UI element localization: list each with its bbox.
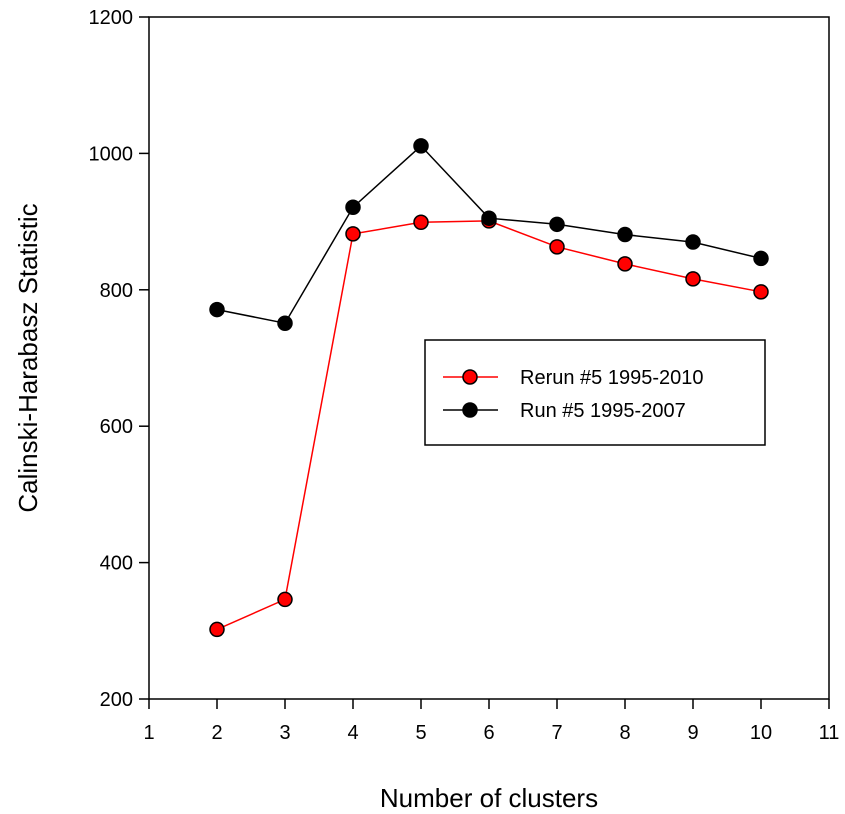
x-axis-title: Number of clusters xyxy=(380,783,598,813)
x-tick-label: 4 xyxy=(347,722,358,744)
data-point-series-0 xyxy=(345,226,361,242)
y-tick-label: 1000 xyxy=(89,143,134,165)
data-point-series-1 xyxy=(753,250,769,267)
y-axis-title: Calinski-Harabasz Statistic xyxy=(13,203,43,512)
series-layer xyxy=(209,138,769,638)
x-tick-label: 7 xyxy=(551,722,562,744)
y-tick-label: 1200 xyxy=(89,7,134,29)
x-tick-label: 1 xyxy=(143,722,154,744)
data-point-series-0 xyxy=(209,621,225,638)
legend-marker-run xyxy=(462,402,478,418)
x-tick-label: 6 xyxy=(483,722,494,744)
data-point-series-1 xyxy=(481,210,497,226)
data-point-series-1 xyxy=(345,199,361,216)
y-tick-label: 200 xyxy=(100,689,133,711)
legend: Rerun #5 1995-2010 Run #5 1995-2007 xyxy=(424,339,766,446)
y-tick-label: 800 xyxy=(100,280,133,302)
x-tick-label: 8 xyxy=(619,722,630,744)
data-point-series-0 xyxy=(685,271,701,287)
data-point-series-0 xyxy=(753,284,769,300)
x-tick-label: 9 xyxy=(687,722,698,744)
series-line-1 xyxy=(216,144,762,325)
data-point-series-1 xyxy=(685,234,701,250)
legend-label-rerun: Rerun #5 1995-2010 xyxy=(520,367,703,389)
x-tick-label: 2 xyxy=(211,722,222,744)
data-point-series-0 xyxy=(277,591,293,608)
y-tick-label: 400 xyxy=(100,553,133,575)
data-point-series-1 xyxy=(277,315,293,331)
x-tick-label: 11 xyxy=(819,722,840,744)
legend-marker-rerun xyxy=(462,369,478,385)
x-tick-label: 3 xyxy=(279,722,290,744)
data-point-series-1 xyxy=(549,216,565,233)
data-point-series-1 xyxy=(617,226,633,243)
data-point-series-0 xyxy=(413,214,429,231)
x-tick-label: 10 xyxy=(750,722,772,744)
data-point-series-1 xyxy=(413,138,429,154)
legend-box xyxy=(424,339,766,446)
data-point-series-0 xyxy=(617,256,633,272)
legend-label-run: Run #5 1995-2007 xyxy=(520,400,686,422)
x-tick-label: 5 xyxy=(415,722,426,744)
y-tick-label: 600 xyxy=(100,416,133,438)
axis-ticks: 1 2 3 4 5 6 7 8 9 10 11 200 400 600 800 1000 1200 xyxy=(89,7,840,744)
data-point-series-0 xyxy=(549,239,565,255)
data-point-series-1 xyxy=(209,301,225,318)
